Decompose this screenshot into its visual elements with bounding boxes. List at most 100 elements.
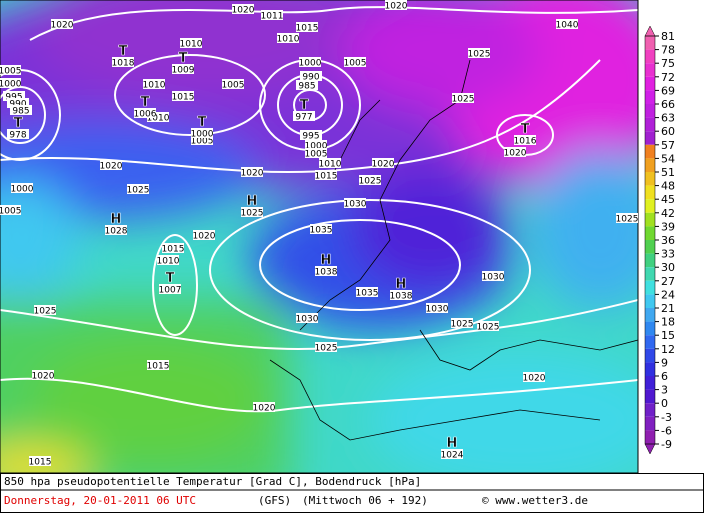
isobar-label: 1005 [0,207,21,217]
isobar-label-group: 1020 [193,230,216,242]
isobar-label: 1040 [556,21,579,31]
isobar-label-group: 1011 [261,10,283,22]
pressure-value-bg [172,64,194,74]
isobar-label: 1030 [482,273,505,283]
isobar-label-bg [191,135,213,145]
isobar-label-bg [241,167,263,177]
isobar-label-bg [143,79,165,89]
isobar-label-bg [356,287,378,297]
isobar-label-group: 1025 [452,93,474,105]
isobar-label-bg [147,112,169,122]
isobar-label: 1005 [305,150,328,160]
pressure-system-value: 978 [9,131,26,141]
colorbar-band [645,253,655,268]
isobar-label: 1010 [147,114,170,124]
pressure-system-value: 1025 [241,209,264,219]
isobar-label: 1020 [193,232,216,242]
pressure-system-symbol: T [119,44,128,59]
pressure-system-symbol: H [111,212,122,227]
isobar-label: 1025 [451,320,474,330]
colorbar-band [645,76,655,91]
pressure-system-value: 1018 [112,59,135,69]
isobar-label-group: 1030 [482,271,505,283]
pressure-system-value: 1007 [159,286,182,296]
isobar-label: 1025 [315,344,338,354]
pressure-system-value: 1038 [390,292,413,302]
colorbar-tick-label: 27 [661,275,675,288]
isobar-label-bg [300,130,322,140]
colorbar-tick-label: 6 [661,370,668,383]
colorbar-tick-label: 24 [661,288,675,301]
isobar-label: 1020 [372,160,395,170]
isobar-label-bg [296,22,318,32]
isobar-label-bg [616,213,638,223]
isobar-label-bg [100,160,122,170]
pressure-system-value: 1016 [514,137,537,147]
colorbar-tick-label: 78 [661,44,675,57]
isobar-label-group: 1015 [315,170,337,182]
isobar-label-bg [299,57,321,67]
colorbar-tick-label: 21 [661,302,675,315]
isobar-label: 1030 [296,315,319,325]
pressure-system-value: 1000 [191,130,214,140]
colorbar-tick-label: 66 [661,98,675,111]
isobar-label: 985 [12,107,29,117]
isobar-label: 1030 [344,200,367,210]
isobar-label-group: 1020 [372,158,395,170]
isobar-label-bg [0,65,21,75]
isobar-label-group: 1005 [305,148,328,160]
colorbar-tick-label: 63 [661,112,675,125]
isobar-label-bg [147,360,169,370]
isobar-label: 1005 [222,81,245,91]
pressure-system-symbol: H [247,194,258,209]
isobar-label-bg [477,321,499,331]
isobar-label-group: 985 [296,80,318,92]
isobar-label: 1025 [616,215,639,225]
isobar-label-bg [296,80,318,90]
pressure-system-symbol: T [521,122,530,137]
isobar-label-bg [426,303,448,313]
caption-date: Donnerstag, 20-01-2011 06 UTC [4,494,196,507]
isobar-label: 1015 [296,24,319,34]
isobar-label: 1000 [11,185,34,195]
isobar-label: 1015 [147,362,170,372]
isobar-label: 995 [5,93,22,103]
isobar-label-bg [359,175,381,185]
isobar-label-bg [300,71,322,81]
pressure-system-symbol: T [198,115,207,130]
isobar-label: 1015 [172,93,195,103]
colorbar-tick-label: -3 [661,411,672,424]
colorbar-band [645,185,655,200]
pressure-system-symbol: H [447,436,458,451]
colorbar-tick-label: 72 [661,71,675,84]
isobar-label-group: 1010 [147,112,170,124]
isobar-label-group: 1020 [241,167,264,179]
isobar-label: 1010 [277,35,300,45]
pressure-value-bg [390,290,412,300]
isobar-label: 1025 [127,186,150,196]
isobar-label: 1000 [0,80,22,90]
isobar-label: 1020 [100,162,123,172]
isobar-label-bg [3,91,25,101]
isobar-label: 1020 [32,372,55,382]
isobar-label: 1005 [0,67,21,77]
colorbar-tick-label: 18 [661,316,675,329]
isobar-label-bg [315,170,337,180]
isobar-label-group: 1025 [616,213,639,225]
colorbar-tick-label: 60 [661,125,675,138]
isobar-label: 1005 [344,59,367,69]
isobar-label-bg [305,148,327,158]
isobar-label-bg [305,140,327,150]
isobar-label-group: 1000 [0,78,22,90]
isobar-label: 1020 [523,374,546,384]
isobar-label-group: 1025 [468,48,490,60]
pressure-system-value: 977 [295,113,312,123]
isobar-label: 1020 [51,21,74,31]
pressure-system-symbol: T [141,95,150,110]
colorbar-band [645,267,655,281]
pressure-value-bg [293,111,315,121]
colorbar-band [645,308,655,322]
isobar-label-group: 1015 [172,91,195,103]
isobar-label: 1015 [162,245,185,255]
